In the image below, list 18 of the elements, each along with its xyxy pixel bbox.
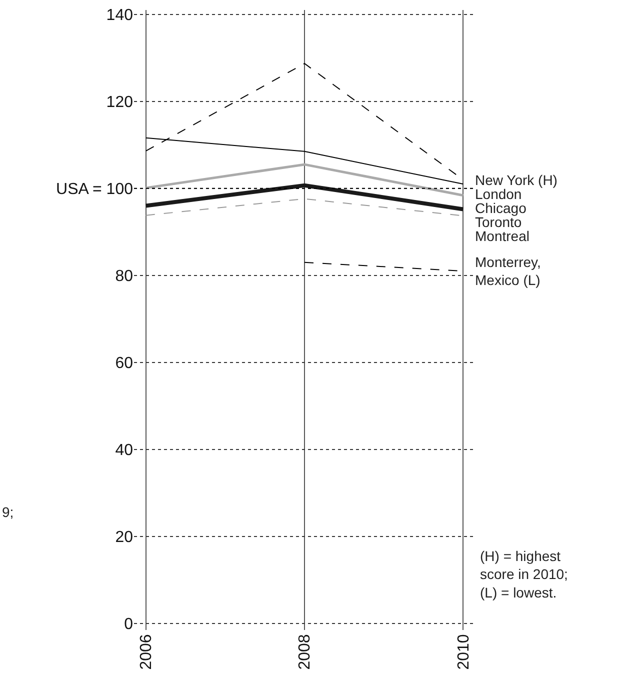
y-tick-label: USA = 100 <box>56 180 134 198</box>
series-label: Chicago <box>475 200 527 216</box>
x-tick-label: 2006 <box>138 634 156 670</box>
text: 9; <box>2 504 14 520</box>
x-tick-label: 2010 <box>455 634 472 670</box>
series-label: London <box>475 186 522 202</box>
series-label: Montreal <box>475 228 530 244</box>
y-tick-label: 40 <box>115 442 134 460</box>
y-tick-label: 0 <box>124 616 134 634</box>
series-label: Monterrey, Mexico (L) <box>475 254 541 288</box>
y-tick-label: 60 <box>115 355 134 372</box>
y-tick-label: 120 <box>106 94 134 111</box>
y-tick-label: 80 <box>115 268 134 285</box>
text: (H) = highest score in 2010; (L) = lowest. <box>480 548 568 600</box>
y-tick-label: 140 <box>106 6 134 24</box>
series-label: New York (H) <box>475 172 558 188</box>
x-tick-label: 2008 <box>296 634 314 670</box>
y-tick-label: 20 <box>115 529 134 546</box>
